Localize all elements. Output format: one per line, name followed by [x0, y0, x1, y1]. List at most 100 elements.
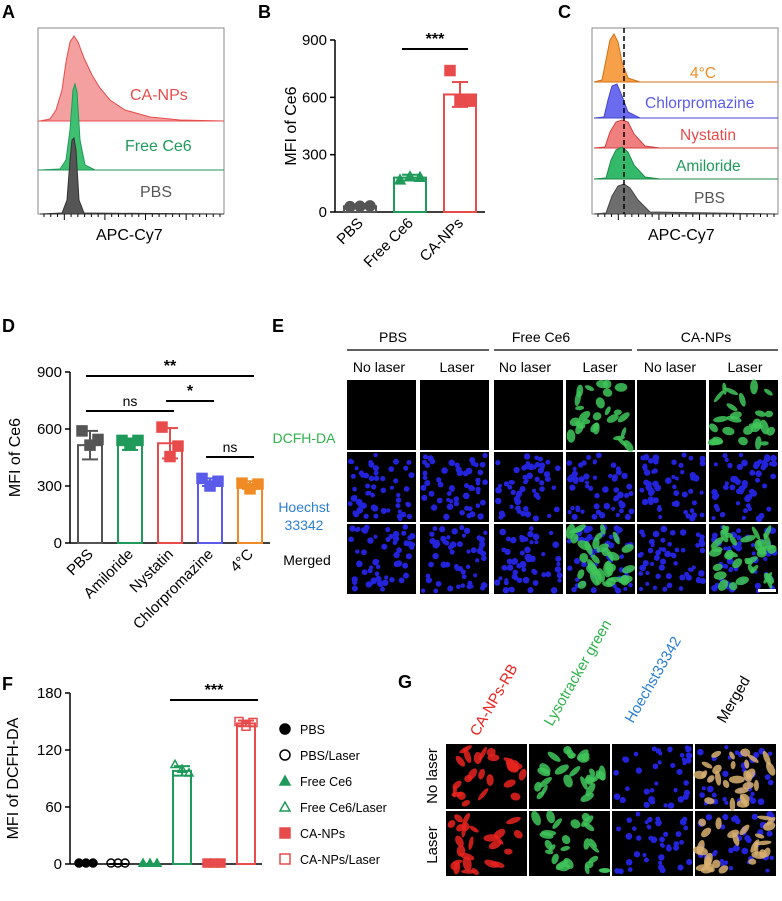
- nucleus-dot: [680, 469, 685, 475]
- nucleus-dot: [593, 503, 600, 510]
- nucleus-dot: [541, 572, 547, 578]
- nucleus-dot: [503, 481, 510, 487]
- cell-shape: [756, 549, 767, 558]
- cell-shape: [462, 812, 471, 825]
- cell-shape: [763, 525, 772, 539]
- nucleus-dot: [355, 498, 363, 506]
- nucleus-dot: [475, 503, 481, 509]
- nucleus-dot: [736, 463, 743, 471]
- nucleus-dot: [655, 748, 662, 754]
- cell-shape: [736, 799, 750, 808]
- nucleus-dot: [375, 564, 381, 570]
- cell-shape: [711, 750, 722, 758]
- nucleus-dot: [501, 513, 506, 518]
- nucleus-dot: [408, 472, 415, 479]
- panel-a-peak-ca-nps: [39, 35, 225, 122]
- nucleus-dot: [615, 587, 622, 594]
- nucleus-dot: [660, 525, 668, 533]
- cell-shape: [575, 405, 585, 411]
- panel-e-micrograph-tile: [637, 380, 706, 450]
- nucleus-dot: [728, 847, 734, 854]
- nucleus-dot: [409, 542, 416, 548]
- cell-shape: [751, 851, 767, 859]
- nucleus-dot: [691, 500, 697, 506]
- cell-shape: [510, 792, 521, 801]
- nucleus-dot: [750, 543, 756, 548]
- panel-d-point: [132, 434, 144, 447]
- nucleus-dot: [643, 801, 650, 808]
- nucleus-dot: [711, 515, 716, 521]
- nucleus-dot: [409, 533, 416, 540]
- nucleus-dot: [503, 566, 508, 571]
- cell-shape: [546, 810, 556, 824]
- panel-d-ylabel: MFI of Ce6: [7, 418, 24, 497]
- cell-shape: [747, 564, 755, 574]
- cell-shape: [750, 379, 759, 395]
- nucleus-dot: [443, 513, 450, 521]
- cell-shape: [698, 818, 707, 827]
- panel-b-ytick-label: 600: [302, 89, 327, 106]
- cell-shape: [486, 774, 494, 786]
- nucleus-dot: [711, 493, 719, 501]
- panel-f-ytick-label: 60: [45, 799, 62, 816]
- nucleus-dot: [747, 506, 753, 512]
- nucleus-dot: [481, 555, 487, 562]
- nucleus-dot: [371, 505, 379, 512]
- nucleus-dot: [750, 791, 755, 796]
- nucleus-dot: [363, 524, 370, 531]
- nucleus-dot: [529, 540, 534, 545]
- nucleus-dot: [465, 564, 471, 570]
- nucleus-dot: [619, 797, 626, 804]
- nucleus-dot: [459, 509, 465, 516]
- nucleus-dot: [723, 860, 729, 865]
- nucleus-dot: [462, 492, 470, 500]
- nucleus-dot: [575, 507, 581, 513]
- panel-c-label-nystatin: Nystatin: [680, 127, 736, 144]
- nucleus-dot: [537, 456, 543, 462]
- panel-e-micrograph-tile: [566, 452, 635, 522]
- nucleus-dot: [723, 563, 729, 569]
- nucleus-dot: [543, 471, 551, 478]
- nucleus-dot: [425, 577, 433, 584]
- nucleus-dot: [645, 570, 650, 576]
- nucleus-dot: [652, 454, 660, 462]
- nucleus-dot: [554, 566, 562, 573]
- nucleus-dot: [640, 455, 646, 461]
- cell-shape: [757, 539, 768, 550]
- panel-d-point: [196, 472, 208, 485]
- panel-letter-d: D: [2, 316, 15, 336]
- nucleus-dot: [749, 797, 757, 804]
- cell-shape: [755, 840, 772, 846]
- nucleus-dot: [429, 537, 436, 545]
- nucleus-dot: [722, 796, 727, 802]
- panel-a-axis-ticks: [43, 214, 221, 220]
- nucleus-dot: [641, 533, 646, 538]
- cell-shape: [590, 422, 600, 433]
- nucleus-dot: [392, 530, 400, 538]
- nucleus-dot: [624, 513, 631, 521]
- nucleus-dot: [658, 854, 665, 861]
- nucleus-dot: [713, 462, 718, 467]
- cell-shape: [722, 779, 730, 788]
- panel-f-point: [144, 857, 156, 867]
- cell-shape: [548, 844, 556, 852]
- nucleus-dot: [684, 745, 690, 750]
- cell-shape: [561, 835, 571, 845]
- nucleus-dot: [673, 844, 680, 851]
- nucleus-dot: [682, 793, 689, 800]
- panel-a-label-ca-nps: CA-NPs: [130, 87, 188, 104]
- nucleus-dot: [385, 526, 391, 533]
- cell-shape: [569, 417, 581, 427]
- nucleus-dot: [393, 478, 399, 484]
- nucleus-dot: [637, 552, 643, 558]
- panel-d-ytick-label: 300: [37, 478, 62, 495]
- cell-shape: [456, 791, 466, 800]
- nucleus-dot: [522, 576, 530, 584]
- cell-shape: [566, 429, 576, 443]
- nucleus-dot: [686, 858, 693, 866]
- nucleus-dot: [520, 510, 526, 517]
- nucleus-dot: [421, 494, 428, 501]
- cell-shape: [715, 817, 722, 830]
- nucleus-dot: [495, 497, 502, 505]
